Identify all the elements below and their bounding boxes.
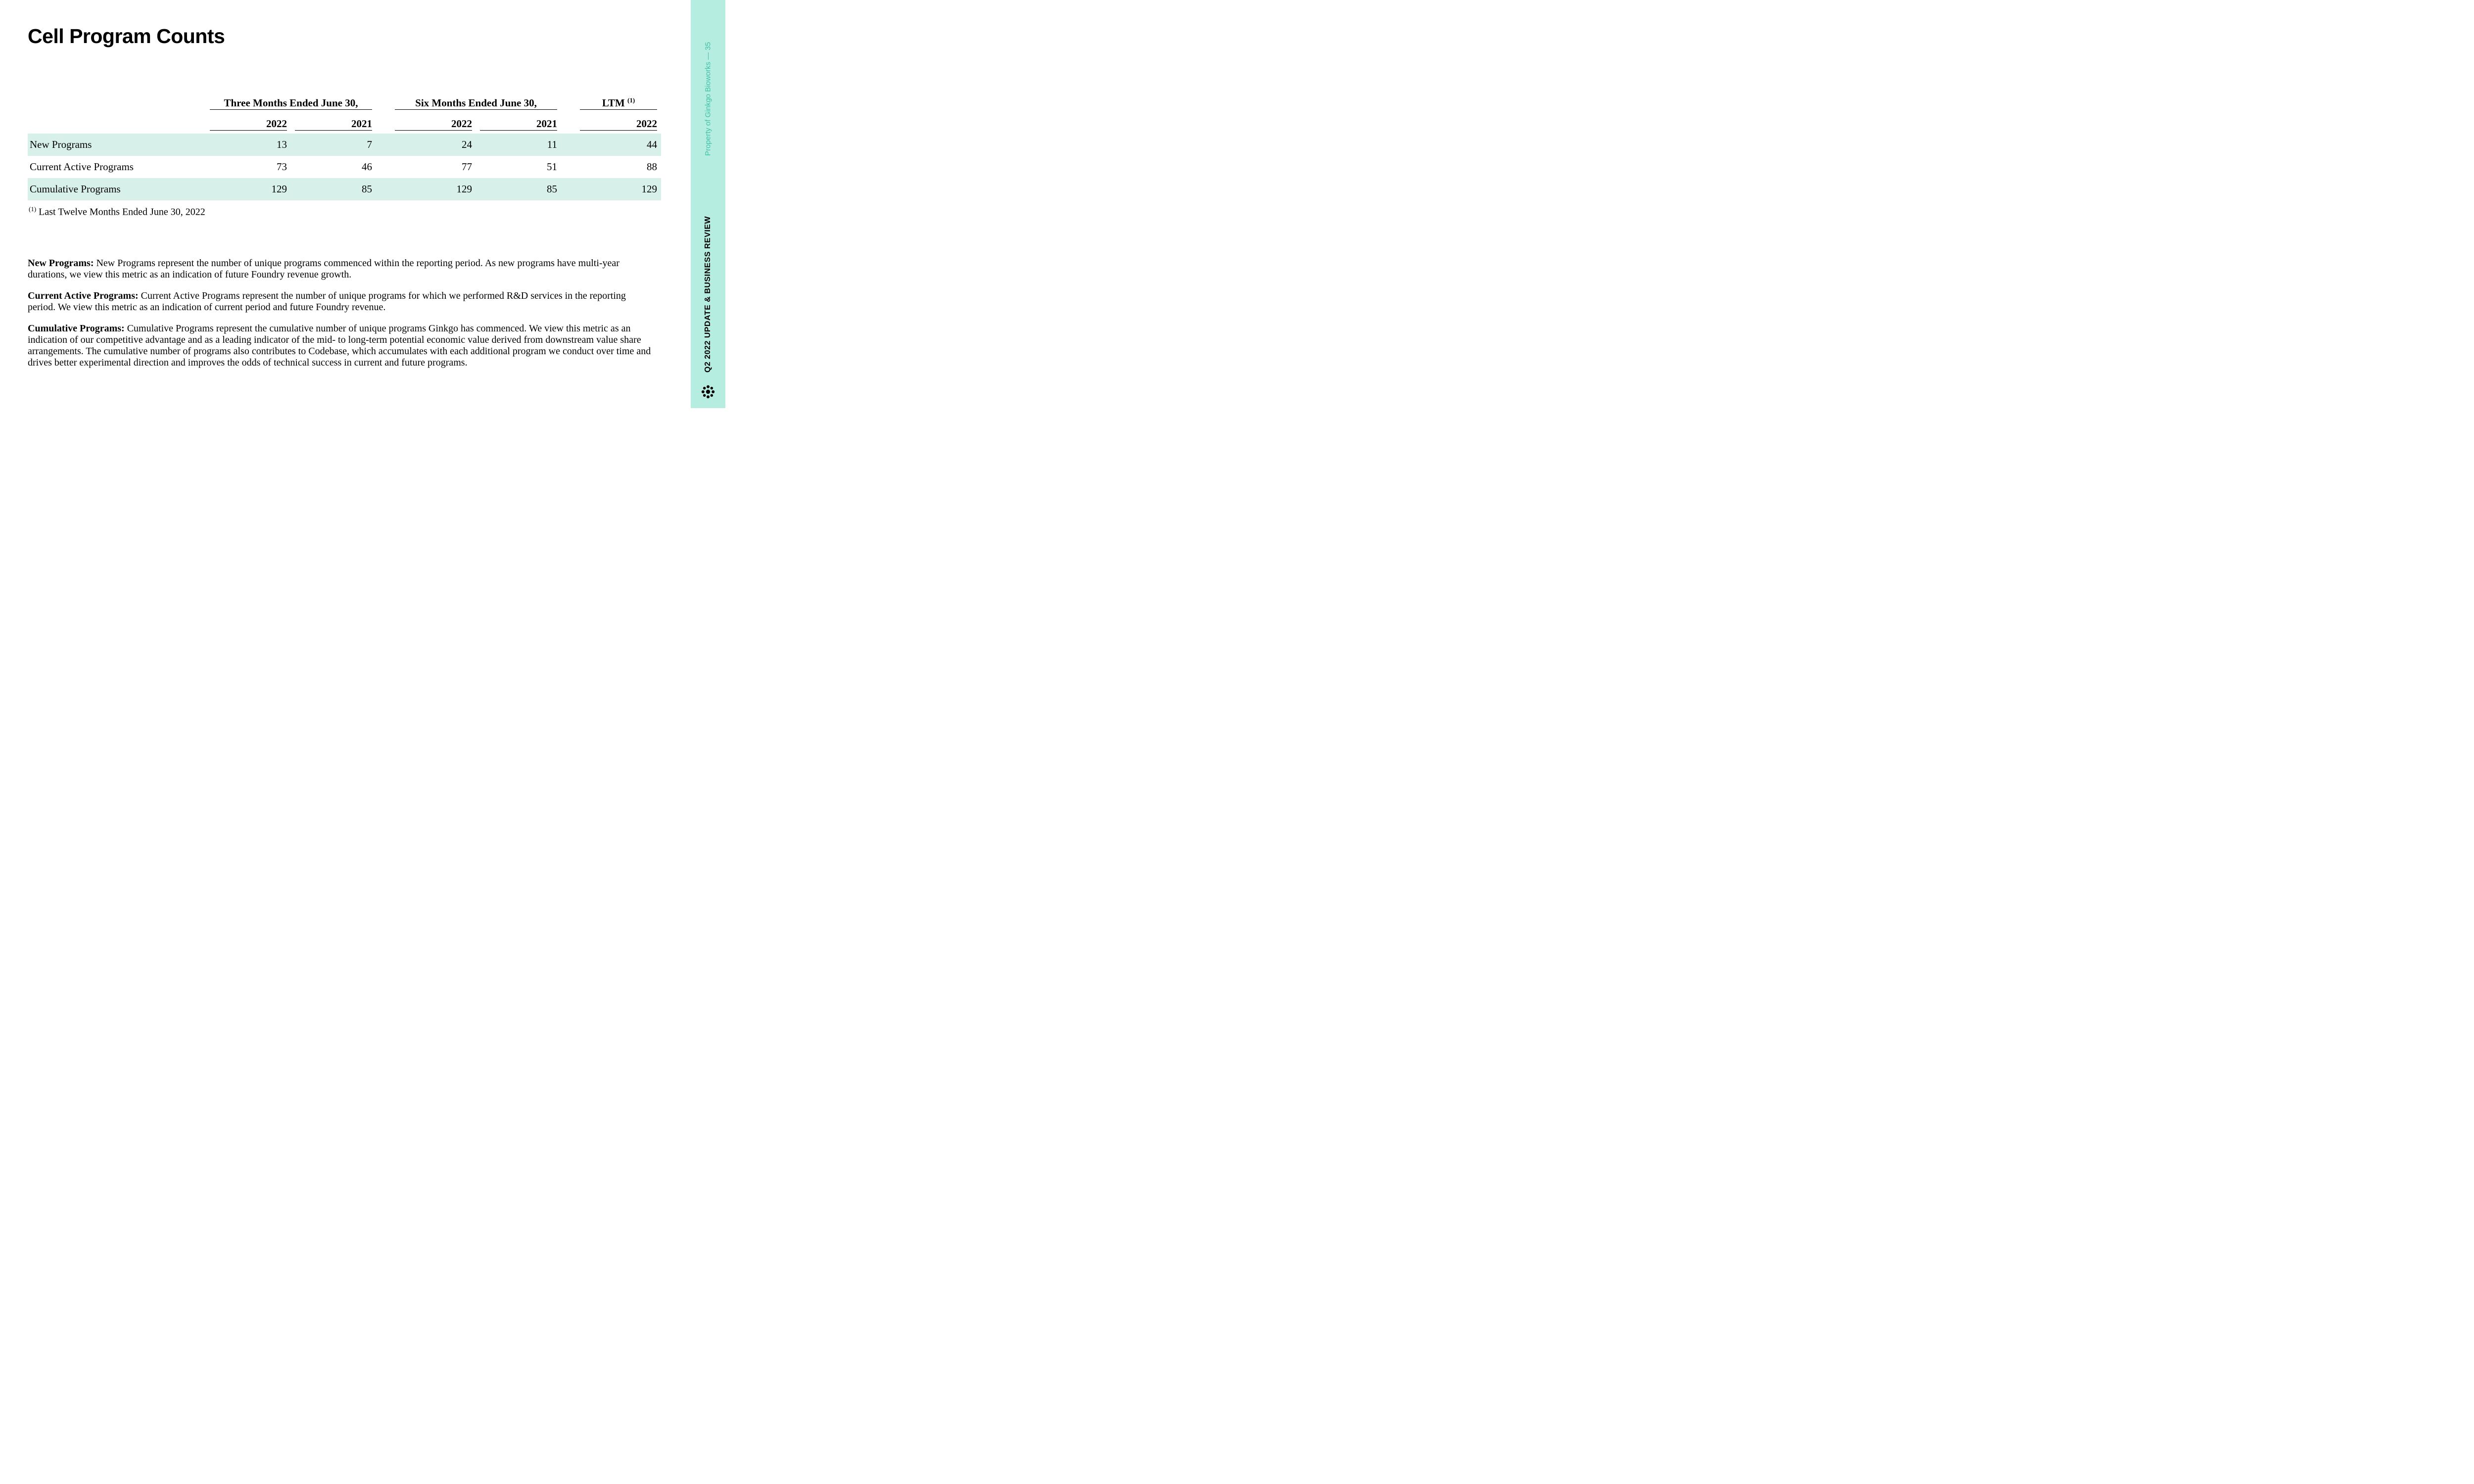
program-counts-table: Three Months Ended June 30, Six Months E… <box>28 93 661 200</box>
year-header: 2022 <box>391 113 476 134</box>
data-cell: 85 <box>476 178 561 200</box>
data-cell: 129 <box>206 178 291 200</box>
definition-current-active: Current Active Programs: Current Active … <box>28 290 651 313</box>
ginkgo-logo-icon <box>701 384 715 399</box>
spacer-cell <box>376 156 391 178</box>
data-cell: 46 <box>291 156 376 178</box>
data-cell: 129 <box>391 178 476 200</box>
definitions: New Programs: New Programs represent the… <box>28 258 651 369</box>
table-body: New Programs137241144Current Active Prog… <box>28 134 661 200</box>
table-row: New Programs137 2411 44 <box>28 134 661 156</box>
row-label: New Programs <box>28 134 206 156</box>
data-cell: 85 <box>291 178 376 200</box>
data-cell: 51 <box>476 156 561 178</box>
sidebar-property-line: Property of Ginkgo Bioworks — 35 <box>691 0 725 198</box>
year-header: 2022 <box>576 113 661 134</box>
sidebar-report-title: Q2 2022 UPDATE & BUSINESS REVIEW <box>691 210 725 378</box>
data-cell: 44 <box>576 134 661 156</box>
definition-new-programs: New Programs: New Programs represent the… <box>28 258 651 280</box>
slide: Cell Program Counts Three Months Ended J… <box>0 0 725 408</box>
spacer-cell <box>561 178 576 200</box>
spacer-cell <box>376 178 391 200</box>
definition-cumulative: Cumulative Programs: Cumulative Programs… <box>28 323 651 369</box>
year-header: 2021 <box>291 113 376 134</box>
main-content: Cell Program Counts Three Months Ended J… <box>0 0 691 408</box>
data-cell: 7 <box>291 134 376 156</box>
row-label: Current Active Programs <box>28 156 206 178</box>
spacer-cell <box>561 134 576 156</box>
table-year-header-row: 2022 2021 2022 2021 2022 <box>28 113 661 134</box>
sidebar: Property of Ginkgo Bioworks — 35 Q2 2022… <box>691 0 725 408</box>
row-label: Cumulative Programs <box>28 178 206 200</box>
data-cell: 77 <box>391 156 476 178</box>
data-cell: 11 <box>476 134 561 156</box>
data-cell: 24 <box>391 134 476 156</box>
data-cell: 88 <box>576 156 661 178</box>
data-cell: 73 <box>206 156 291 178</box>
table-footnote: (1) Last Twelve Months Ended June 30, 20… <box>28 205 661 218</box>
table-row: Current Active Programs7346 7751 88 <box>28 156 661 178</box>
page-title: Cell Program Counts <box>28 25 661 48</box>
spacer-cell <box>376 134 391 156</box>
spacer-cell <box>561 156 576 178</box>
year-header: 2022 <box>206 113 291 134</box>
group-header-ltm: LTM (1) <box>576 93 661 113</box>
data-cell: 13 <box>206 134 291 156</box>
group-header-three-months: Three Months Ended June 30, <box>206 93 376 113</box>
data-cell: 129 <box>576 178 661 200</box>
table-row: Cumulative Programs1298512985129 <box>28 178 661 200</box>
year-header: 2021 <box>476 113 561 134</box>
table-group-header-row: Three Months Ended June 30, Six Months E… <box>28 93 661 113</box>
group-header-six-months: Six Months Ended June 30, <box>391 93 561 113</box>
